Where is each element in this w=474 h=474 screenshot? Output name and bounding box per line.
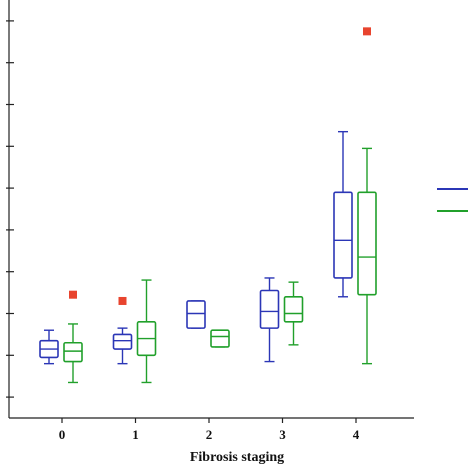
x-tick-label: 1 (132, 427, 139, 442)
outlier-point (118, 296, 127, 305)
x-axis-label: Fibrosis staging (189, 450, 285, 465)
box-iqr (283, 295, 304, 323)
outlier-point (363, 27, 371, 36)
x-tick-label: 3 (279, 427, 286, 442)
x-tick-label: 0 (59, 427, 66, 442)
box-iqr (333, 191, 353, 279)
outlier-point (69, 290, 77, 299)
box-iqr (357, 191, 377, 296)
box-iqr (112, 333, 133, 350)
box-iqr (210, 329, 230, 348)
box-iqr (63, 341, 83, 363)
x-tick-label: 4 (353, 427, 360, 442)
box-iqr (259, 289, 280, 329)
x-tick-label: 2 (206, 427, 213, 442)
box-iqr (186, 300, 206, 329)
